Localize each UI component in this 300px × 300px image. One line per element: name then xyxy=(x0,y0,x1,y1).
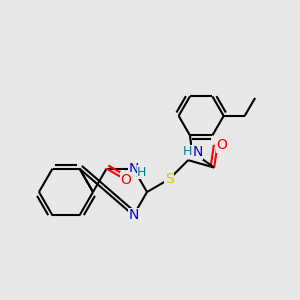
Text: N: N xyxy=(128,162,139,176)
Text: S: S xyxy=(165,172,173,186)
Text: O: O xyxy=(121,173,131,187)
Text: N: N xyxy=(192,145,203,159)
Text: O: O xyxy=(217,138,227,152)
Text: H: H xyxy=(183,146,192,158)
Text: H: H xyxy=(137,166,147,179)
Text: N: N xyxy=(128,208,139,222)
